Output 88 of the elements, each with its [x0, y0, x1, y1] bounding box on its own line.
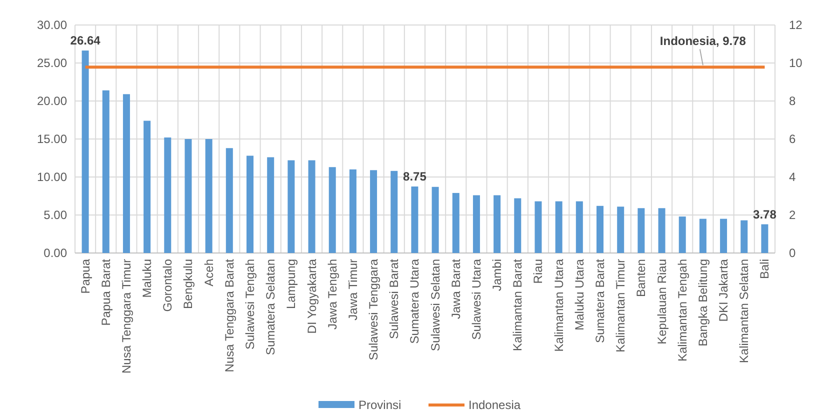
- x-tick-label: Papua Barat: [98, 258, 113, 326]
- bar: [617, 206, 624, 253]
- y2-tick-label: 4: [789, 170, 796, 184]
- y2-tick-label: 0: [789, 246, 796, 260]
- x-tick-label: Jawa Tengah: [325, 259, 340, 330]
- x-tick-label: Kalimantan Timur: [614, 259, 628, 352]
- bar: [205, 139, 212, 253]
- y-tick-label: 20.00: [36, 94, 68, 108]
- bar: [246, 156, 254, 253]
- bar: [411, 186, 418, 253]
- bar: [555, 201, 562, 253]
- x-tick-label: Maluku: [140, 259, 154, 298]
- bar: [122, 94, 130, 253]
- x-tick-label: Kepulauan Riau: [654, 259, 669, 344]
- x-tick-label: Bangka Belitung: [696, 259, 710, 346]
- y-tick-label: 15.00: [36, 132, 68, 146]
- x-tick-label: Sulawesi Tengah: [243, 259, 257, 350]
- bar: [596, 206, 604, 253]
- x-tick-label: Nusa Tenggara Barat: [222, 258, 236, 372]
- x-tick-label: Jawa Barat: [448, 258, 463, 320]
- x-tick-label: Bengkulu: [181, 259, 196, 310]
- data-label: 3.78: [753, 207, 777, 222]
- x-tick-label: Sumatera Barat: [593, 258, 607, 344]
- bar: [144, 120, 151, 253]
- y2-tick-label: 12: [789, 18, 803, 32]
- y-tick-label: 0.00: [44, 246, 68, 260]
- bar: [370, 170, 378, 253]
- x-tick-label: Kalimantan Tengah: [675, 259, 690, 362]
- x-tick-label: Kalimantan Selatan: [737, 259, 752, 364]
- x-tick-label: Riau: [531, 259, 546, 284]
- bar: [678, 216, 686, 253]
- bar: [267, 157, 274, 253]
- data-label: 8.75: [403, 170, 427, 184]
- y-tick-label: 10.00: [36, 170, 68, 184]
- x-tick-label: Sulawesi Utara: [469, 258, 484, 340]
- x-tick-label: Jambi: [490, 259, 504, 292]
- legend-label: Provinsi: [358, 398, 402, 412]
- y-tick-label: 5.00: [44, 208, 68, 222]
- x-tick-label: Sulawesi Tenggara: [366, 258, 381, 360]
- bar: [494, 195, 501, 253]
- bar: [328, 167, 336, 253]
- bar: [576, 201, 583, 253]
- x-tick-label: Maluku Utara: [572, 258, 586, 330]
- x-tick-label: Papua: [78, 258, 92, 294]
- bar: [761, 224, 768, 253]
- y2-tick-label: 10: [789, 56, 803, 70]
- x-tick-label: Sumatera Utara: [408, 258, 422, 344]
- y-tick-label: 25.00: [36, 56, 68, 70]
- data-label: 26.64: [70, 34, 101, 48]
- bar: [164, 137, 172, 253]
- x-tick-label: Kalimantan Barat: [510, 258, 525, 352]
- bar: [184, 139, 192, 253]
- bar: [102, 90, 110, 253]
- bar: [472, 195, 480, 253]
- x-tick-label: Jawa Timur: [346, 259, 360, 320]
- bar: [740, 220, 748, 253]
- x-tick-label: Bali: [758, 259, 772, 280]
- bar: [638, 208, 645, 253]
- y2-tick-label: 6: [789, 132, 796, 146]
- bar: [432, 186, 439, 253]
- x-tick-label: Sulawesi Selatan: [428, 259, 442, 352]
- x-tick-label: Aceh: [202, 259, 216, 286]
- bar: [226, 148, 233, 253]
- bar: [308, 160, 316, 253]
- bar: [658, 208, 666, 253]
- x-tick-label: Kalimantan Utara: [552, 258, 566, 352]
- x-tick-label: Lampung: [284, 259, 298, 310]
- x-tick-label: Gorontalo: [160, 258, 175, 312]
- y2-tick-label: 2: [789, 208, 796, 222]
- x-tick-label: Banten: [634, 259, 648, 298]
- x-tick-label: DI Yogyakarta: [304, 258, 319, 334]
- bar: [699, 218, 706, 253]
- y-tick-label: 30.00: [36, 18, 68, 32]
- bar: [390, 170, 398, 253]
- bar: [720, 218, 728, 253]
- bar: [514, 198, 522, 253]
- bar: [534, 201, 542, 253]
- x-tick-label: Sulawesi Barat: [387, 258, 402, 340]
- x-tick-label: DKI Jakarta: [716, 258, 731, 322]
- legend-label: Indonesia: [468, 398, 521, 412]
- x-tick-label: Nusa Tenggara Timur: [119, 259, 134, 374]
- data-label: Indonesia, 9.78: [660, 34, 746, 48]
- x-tick-label: Sumatera Selatan: [264, 259, 278, 356]
- y2-tick-label: 8: [789, 94, 796, 108]
- bar: [452, 192, 460, 253]
- bar: [288, 160, 295, 253]
- bar: [349, 169, 356, 253]
- bar: [82, 50, 89, 253]
